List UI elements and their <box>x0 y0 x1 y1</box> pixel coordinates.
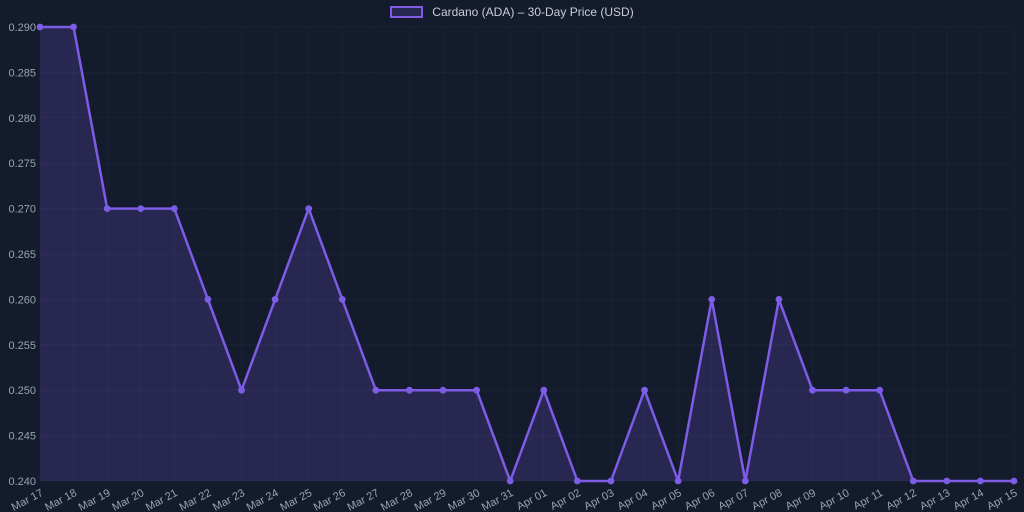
x-tick-label: Mar 24 <box>245 487 281 512</box>
y-tick-label: 0.285 <box>8 67 36 79</box>
x-tick-label: Mar 21 <box>144 487 180 512</box>
x-tick-label: Apr 09 <box>784 487 818 512</box>
x-tick-label: Apr 02 <box>549 487 583 512</box>
data-point[interactable] <box>674 477 682 485</box>
gridlines <box>39 26 1015 482</box>
x-tick-label: Mar 18 <box>43 487 79 512</box>
x-tick-label: Apr 10 <box>817 487 851 512</box>
x-tick-label: Apr 04 <box>616 487 650 512</box>
y-tick-label: 0.240 <box>8 476 36 488</box>
data-point[interactable] <box>406 386 413 394</box>
x-tick-label: Mar 25 <box>278 487 314 512</box>
y-tick-label: 0.290 <box>8 22 36 34</box>
x-tick-label: Mar 27 <box>345 487 381 512</box>
data-point[interactable] <box>775 296 783 303</box>
data-point[interactable] <box>977 477 984 485</box>
x-tick-label: Mar 19 <box>77 487 113 512</box>
data-point[interactable] <box>338 296 346 303</box>
x-tick-label: Mar 30 <box>446 487 482 512</box>
legend-item[interactable]: Cardano (ADA) – 30-Day Price (USD) <box>0 4 1024 20</box>
data-point[interactable] <box>741 477 749 485</box>
data-point[interactable] <box>876 386 884 394</box>
data-point[interactable] <box>238 386 245 394</box>
x-tick-label: Mar 29 <box>413 487 449 512</box>
x-tick-label: Apr 11 <box>852 487 886 512</box>
x-tick-label: Mar 17 <box>10 487 46 512</box>
x-tick-label: Mar 20 <box>110 487 146 512</box>
data-point[interactable] <box>607 477 615 485</box>
data-point[interactable] <box>506 477 514 485</box>
data-point[interactable] <box>641 386 648 394</box>
y-tick-label: 0.255 <box>8 340 36 352</box>
x-tick-label: Mar 28 <box>379 487 415 512</box>
data-point[interactable] <box>36 23 44 31</box>
x-tick-label: Apr 08 <box>750 487 784 512</box>
y-tick-label: 0.245 <box>8 431 36 443</box>
x-tick-label: Mar 22 <box>177 487 213 512</box>
series-area <box>40 27 1014 481</box>
data-point[interactable] <box>372 386 380 394</box>
series-points <box>36 23 1018 485</box>
y-tick-label: 0.260 <box>8 294 36 306</box>
y-axis: 0.240 0.245 0.250 0.255 0.260 0.265 0.270 0.275… <box>8 22 36 488</box>
data-point[interactable] <box>540 386 548 394</box>
x-tick-label: Apr 13 <box>918 487 952 512</box>
data-point[interactable] <box>204 296 212 303</box>
y-tick-label: 0.270 <box>8 204 36 216</box>
data-point[interactable] <box>103 205 111 213</box>
data-point[interactable] <box>439 386 447 394</box>
data-point[interactable] <box>909 477 917 485</box>
y-tick-label: 0.280 <box>8 113 36 125</box>
x-tick-label: Apr 01 <box>515 487 549 512</box>
data-point[interactable] <box>1010 477 1018 485</box>
y-tick-label: 0.265 <box>8 249 36 261</box>
x-tick-label: Apr 03 <box>582 487 616 512</box>
legend-swatch <box>390 6 424 18</box>
data-point[interactable] <box>943 477 951 485</box>
data-point[interactable] <box>708 296 716 303</box>
x-tick-label: Mar 26 <box>312 487 348 512</box>
x-tick-label: Mar 23 <box>211 487 247 512</box>
x-tick-label: Apr 07 <box>716 487 750 512</box>
y-tick-label: 0.250 <box>8 385 36 397</box>
data-point[interactable] <box>305 205 313 213</box>
data-point[interactable] <box>573 477 581 485</box>
data-point[interactable] <box>271 296 279 303</box>
x-tick-label: Apr 15 <box>985 487 1019 512</box>
data-point[interactable] <box>137 205 145 213</box>
x-tick-label: Apr 06 <box>683 487 717 512</box>
legend-label: Cardano (ADA) – 30-Day Price (USD) <box>432 5 634 19</box>
x-tick-label: Apr 14 <box>952 487 986 512</box>
y-tick-label: 0.275 <box>8 158 36 170</box>
data-point[interactable] <box>170 205 178 213</box>
x-tick-label: Mar 31 <box>480 487 516 512</box>
data-point[interactable] <box>70 23 77 31</box>
x-tick-label: Apr 12 <box>884 487 918 512</box>
data-point[interactable] <box>809 386 816 394</box>
data-point[interactable] <box>842 386 850 394</box>
series-line <box>38 25 1016 483</box>
x-tick-label: Apr 05 <box>649 487 683 512</box>
data-point[interactable] <box>473 386 481 394</box>
